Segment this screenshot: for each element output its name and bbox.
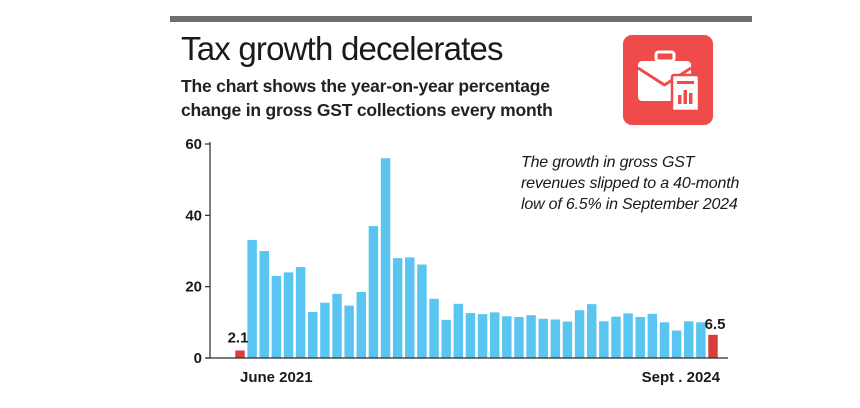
- bar-jul-2021: [247, 239, 257, 358]
- y-tick-label: 40: [185, 207, 202, 224]
- bar-aug-2022: [405, 257, 415, 358]
- bar-mar-2023: [489, 312, 500, 358]
- bar-jan-2023: [465, 313, 476, 358]
- bar-sep-2024: [708, 334, 718, 358]
- bar-jan-2024: [611, 316, 621, 358]
- bar-feb-2022: [332, 293, 342, 358]
- bar-aug-2023: [550, 319, 561, 358]
- bar-nov-2021: [295, 267, 306, 358]
- chart-title: Tax growth decelerates: [181, 30, 504, 67]
- data-label-first: 2.1: [228, 330, 249, 347]
- bar-dec-2022: [453, 303, 464, 358]
- bar-aug-2024: [696, 322, 706, 358]
- bar-sep-2022: [417, 264, 427, 358]
- x-axis: June 2021 Sept . 2024: [206, 357, 728, 386]
- report-bar-2: [683, 90, 687, 104]
- report-bar-3: [689, 93, 693, 104]
- y-tick-label: 0: [194, 350, 202, 367]
- bar-jun-2024: [671, 330, 682, 358]
- bar-may-2023: [514, 316, 524, 358]
- x-tick-label-last: Sept . 2024: [642, 369, 721, 386]
- bar-mar-2024: [635, 316, 645, 358]
- bar-feb-2024: [623, 313, 633, 358]
- data-label-last: 6.5: [705, 316, 726, 333]
- bar-dec-2023: [599, 321, 609, 358]
- bar-jul-2023: [538, 318, 548, 358]
- bar-nov-2023: [586, 304, 597, 358]
- chart-subtitle: The chart shows the year-on-year percent…: [181, 76, 553, 120]
- bar-oct-2021: [283, 272, 294, 358]
- bar-sep-2021: [271, 275, 282, 358]
- bar-apr-2022: [356, 292, 367, 358]
- bar-jan-2022: [320, 302, 330, 358]
- bars: [235, 158, 718, 358]
- bar-jun-2023: [526, 315, 536, 358]
- y-axis: 0 20 40 60: [185, 136, 211, 367]
- bar-apr-2024: [647, 313, 658, 358]
- bar-oct-2023: [574, 310, 585, 358]
- bar-dec-2021: [308, 311, 318, 358]
- bar-apr-2023: [502, 316, 512, 358]
- bar-jun-2021: [235, 350, 245, 358]
- report-header-line: [677, 81, 694, 84]
- y-tick-label: 60: [185, 136, 202, 153]
- bar-jul-2024: [684, 321, 694, 358]
- x-tick-label-first: June 2021: [240, 369, 313, 386]
- bar-aug-2021: [259, 251, 269, 358]
- bar-sep-2023: [562, 321, 573, 358]
- bar-mar-2022: [344, 305, 354, 358]
- chart-annotation: The growth in gross GST revenues slipped…: [521, 154, 740, 213]
- briefcase-flap: [637, 66, 692, 87]
- briefcase-chart-icon: [623, 35, 713, 125]
- bar-jun-2022: [380, 158, 391, 358]
- bar-oct-2022: [429, 298, 439, 358]
- bar-may-2022: [368, 226, 379, 358]
- bar-jul-2022: [392, 258, 403, 358]
- bar-nov-2022: [441, 319, 451, 358]
- bar-feb-2023: [477, 314, 488, 358]
- bar-may-2024: [659, 322, 670, 358]
- top-rule: [170, 16, 752, 22]
- report-bar-1: [678, 95, 682, 104]
- y-tick-label: 20: [185, 279, 202, 296]
- value-labels: 2.1 6.5: [228, 316, 726, 347]
